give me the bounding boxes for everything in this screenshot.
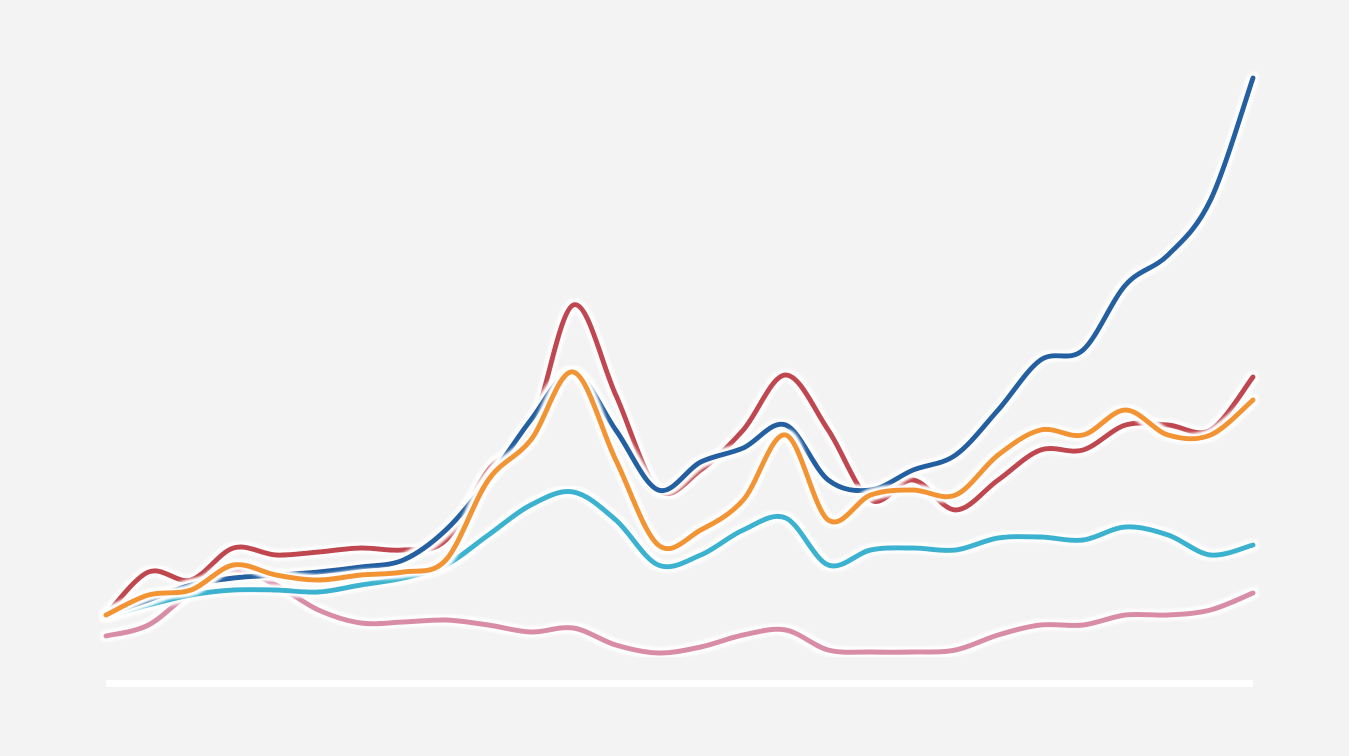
baseline [106,680,1253,687]
series-line [103,567,1256,656]
series-line [103,489,1256,620]
series-line [103,369,1256,618]
series-line [103,75,1256,618]
